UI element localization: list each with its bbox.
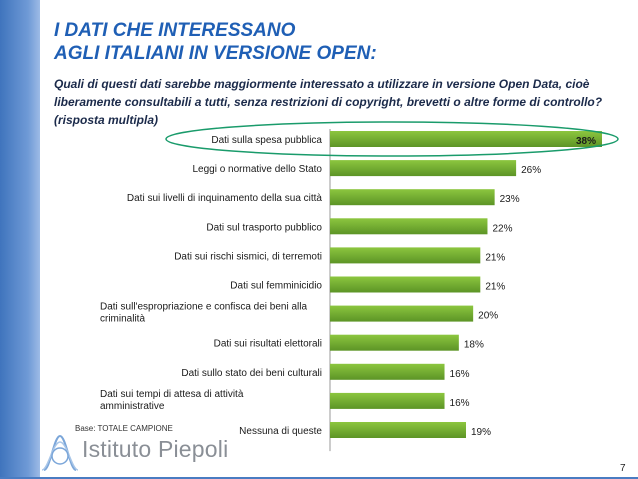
value-label-9: 16% [450, 398, 470, 409]
category-label-8: Dati sullo stato dei beni culturali [181, 368, 322, 379]
page-number: 7 [620, 463, 626, 474]
value-label-8: 16% [450, 369, 470, 380]
bar-8 [330, 363, 445, 380]
base-footnote: Base: TOTALE CAMPIONE [75, 424, 173, 433]
value-label-1: 26% [521, 165, 541, 176]
bar-0 [330, 131, 602, 147]
value-label-4: 21% [485, 252, 505, 263]
bar-3 [330, 218, 488, 235]
value-label-7: 18% [464, 340, 484, 351]
logo-text: Istituto Piepoli [82, 436, 229, 462]
value-label-10: 19% [471, 427, 491, 438]
value-label-6: 20% [478, 311, 498, 322]
bar-10 [330, 422, 466, 438]
category-label-0: Dati sulla spesa pubblica [211, 135, 322, 146]
bar-5 [330, 276, 481, 293]
bottom-rule [0, 477, 638, 479]
category-label-4: Dati sui rischi sismici, di terremoti [174, 251, 322, 262]
slide-title: I DATI CHE INTERESSANO AGLI ITALIANI IN … [54, 19, 377, 65]
bar-4 [330, 247, 481, 264]
category-label-9: Dati sui tempi di attesa di attività ammi… [100, 389, 244, 412]
category-label-5: Dati sul femminicidio [230, 281, 322, 292]
category-label-6: Dati sull'espropriazione e confisca dei … [100, 302, 307, 325]
category-label-1: Leggi o normative dello Stato [192, 164, 322, 175]
bar-9 [330, 392, 445, 409]
bar-6 [330, 305, 474, 322]
survey-question: Quali di questi dati sarebbe maggiorment… [54, 77, 603, 127]
value-label-3: 22% [492, 223, 512, 234]
value-label-2: 23% [500, 194, 520, 205]
category-label-10: Nessuna di queste [239, 426, 322, 437]
title-line-1: I DATI CHE INTERESSANO [54, 20, 296, 41]
value-label-5: 21% [485, 282, 505, 293]
highlight-ellipse [165, 121, 619, 157]
value-label-0: 38% [576, 136, 596, 147]
title-line-2: AGLI ITALIANI IN VERSIONE OPEN: [54, 43, 377, 64]
bar-7 [330, 334, 459, 351]
left-accent-bar [0, 0, 40, 479]
bar-1 [330, 160, 517, 177]
category-label-2: Dati sui livelli di inquinamento della s… [127, 193, 323, 204]
piepoli-logo-icon [41, 434, 79, 471]
bar-2 [330, 189, 495, 206]
category-label-3: Dati sul trasporto pubblico [206, 222, 322, 233]
category-label-7: Dati sui risultati elettorali [214, 339, 322, 350]
